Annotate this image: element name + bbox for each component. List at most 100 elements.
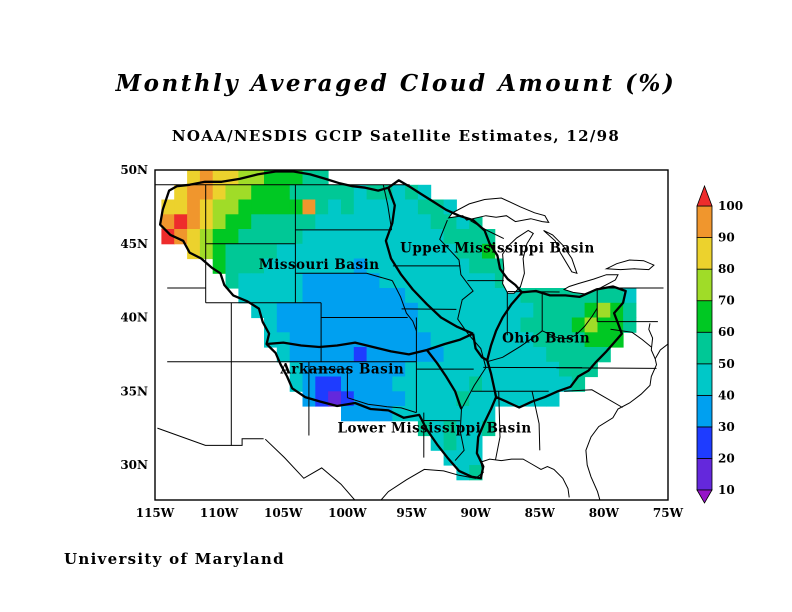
heatmap-cell — [507, 361, 521, 378]
heatmap-cell — [353, 199, 368, 215]
heatmap-cell — [417, 214, 432, 230]
state-border — [439, 219, 487, 461]
heatmap-cell — [559, 332, 573, 348]
heatmap-cell — [456, 406, 470, 422]
heatmap-cell — [341, 273, 355, 289]
heatmap-cell — [392, 302, 406, 319]
heatmap-cell — [405, 302, 419, 319]
heatmap-cell — [392, 214, 406, 230]
heatmap-cell — [328, 302, 342, 319]
lat-tick-label: 35N — [120, 384, 148, 398]
heatmap-cell — [251, 214, 265, 230]
state-border — [391, 280, 417, 331]
heatmap-cell — [379, 391, 393, 407]
heatmap-cell — [315, 302, 329, 319]
heatmap-cell — [225, 243, 239, 260]
heatmap-cell — [443, 450, 457, 466]
colorbar-tick-label: 80 — [718, 262, 735, 276]
heatmap-cell — [443, 229, 457, 245]
state-border — [495, 391, 501, 460]
heatmap-cell — [366, 243, 380, 260]
heatmap-cell — [405, 229, 419, 245]
heatmap-cell — [392, 361, 406, 378]
heatmap-cell — [315, 317, 329, 333]
heatmap-cell — [366, 258, 380, 274]
heatmap-cell — [174, 214, 188, 230]
heatmap-cell — [225, 199, 239, 215]
heatmap-cell — [328, 229, 342, 245]
heatmap-cell — [417, 317, 432, 333]
heatmap-cell — [341, 406, 355, 422]
heatmap-cell — [430, 273, 444, 289]
heatmap-cell — [212, 199, 226, 215]
heatmap-cell — [533, 332, 547, 348]
heatmap-cell — [212, 170, 226, 186]
state-border — [295, 272, 393, 282]
heatmap-cell — [430, 214, 444, 230]
heatmap-cell — [187, 214, 201, 230]
heatmap-cell — [456, 347, 470, 363]
heatmap-cell — [251, 288, 265, 304]
heatmap-cell — [251, 273, 265, 289]
heatmap-cell — [366, 332, 380, 348]
colorbar — [696, 184, 713, 504]
heatmap-cell — [392, 273, 406, 289]
heatmap-cell — [199, 229, 214, 245]
colorbar-segment — [696, 237, 713, 270]
heatmap-cell — [392, 347, 406, 363]
heatmap-cell — [520, 317, 534, 333]
lat-tick-label: 30N — [120, 458, 148, 472]
heatmap-cell — [482, 317, 496, 333]
heatmap-cell — [315, 214, 329, 230]
heatmap-cell — [328, 273, 342, 289]
heatmap-cell — [302, 214, 316, 230]
heatmap-cell — [520, 302, 534, 319]
heatmap-cell — [238, 258, 252, 274]
heatmap-cell — [482, 391, 496, 407]
heatmap-cell — [482, 258, 496, 274]
basin-outline — [158, 170, 627, 480]
heatmap-cell — [379, 302, 393, 319]
heatmap-cell — [443, 347, 457, 363]
basin-divide — [486, 291, 523, 361]
heatmap-cell — [507, 317, 521, 333]
heatmap-cell — [469, 229, 483, 245]
colorbar-segment — [696, 300, 713, 333]
heatmap-cell — [289, 184, 303, 201]
heatmap-cell — [302, 332, 316, 348]
heatmap-cell — [366, 199, 380, 215]
heatmap-cell — [366, 214, 380, 230]
heatmap-cell — [276, 317, 291, 333]
heatmap-cell — [341, 199, 355, 215]
colorbar-top-arrow — [696, 184, 713, 207]
heatmap-cell — [392, 317, 406, 333]
heatmap-cell — [238, 199, 252, 215]
heatmap-cell — [597, 317, 611, 333]
heatmap-cell — [366, 273, 380, 289]
heatmap-cell — [315, 288, 329, 304]
heatmap-cell — [276, 302, 291, 319]
heatmap-cell — [366, 302, 380, 319]
heatmap-cell — [430, 288, 444, 304]
heatmap-cell — [379, 317, 393, 333]
heatmap-cell — [469, 302, 483, 319]
heatmap-cell — [199, 243, 214, 260]
heatmap-cell — [353, 302, 368, 319]
heatmap-cell — [341, 302, 355, 319]
heatmap-cell — [456, 376, 470, 392]
heatmap-cell — [328, 317, 342, 333]
heatmap-cell — [417, 332, 432, 348]
heatmap-cell — [623, 317, 637, 333]
heatmap-cell — [251, 229, 265, 245]
heatmap-cell — [328, 376, 342, 392]
heatmap-cell — [366, 376, 380, 392]
heatmap-cell — [187, 229, 201, 245]
heatmap-cell — [264, 317, 278, 333]
heatmap-cell — [276, 199, 291, 215]
heatmap-cell — [315, 184, 329, 201]
heatmap-cell — [469, 376, 483, 392]
heatmap-cell — [559, 317, 573, 333]
heatmap-cell — [366, 361, 380, 378]
basin-divide — [486, 359, 498, 398]
colorbar-tick-label: 30 — [718, 420, 735, 434]
